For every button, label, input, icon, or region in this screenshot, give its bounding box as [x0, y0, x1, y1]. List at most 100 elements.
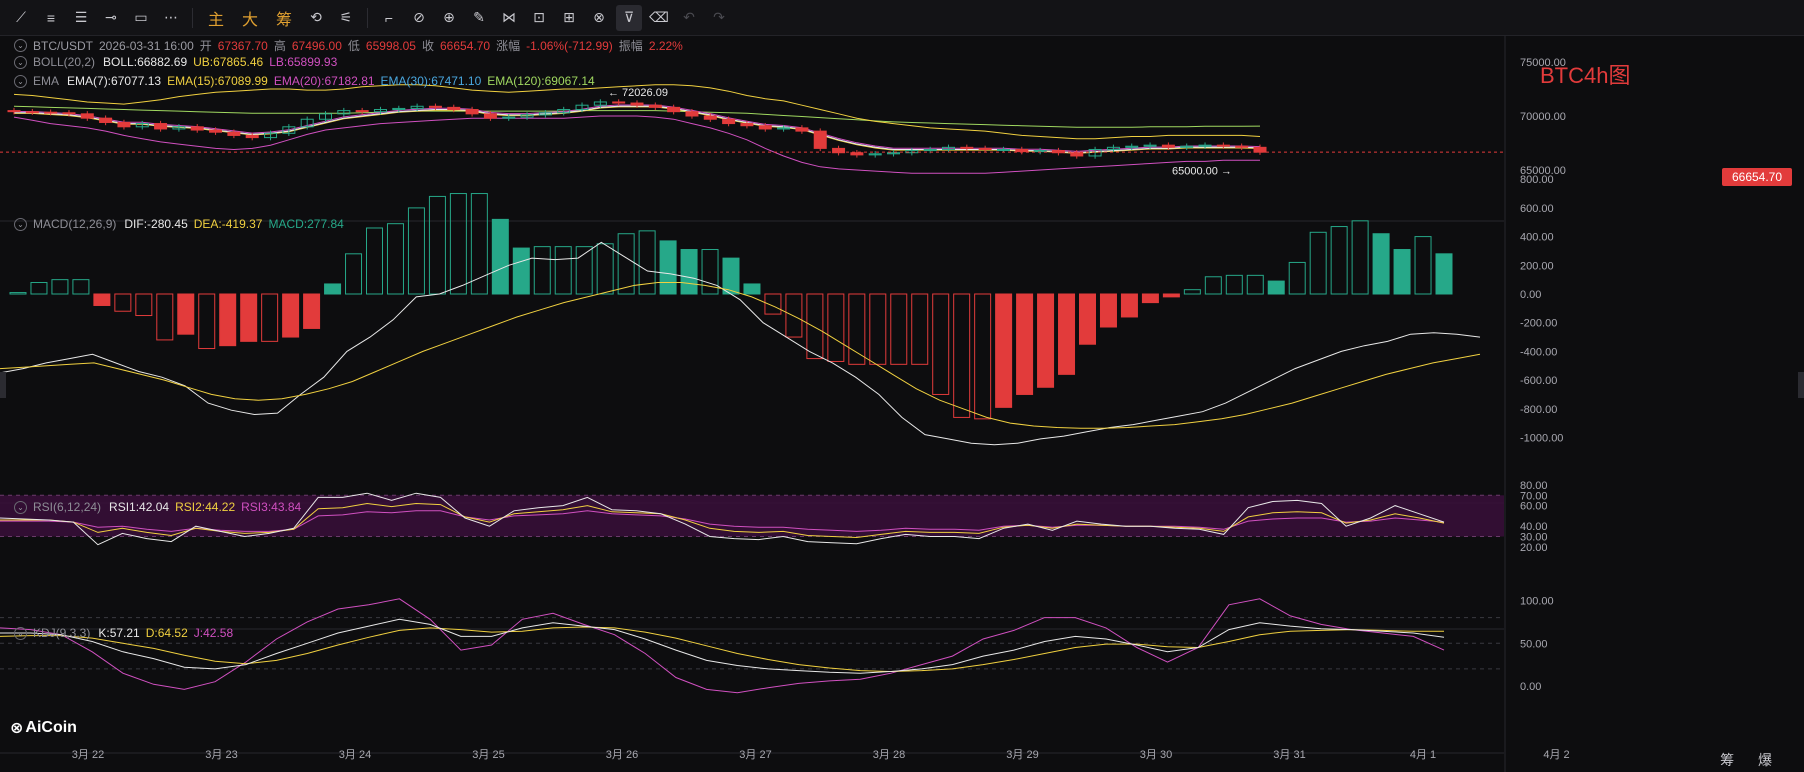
- macd-histogram-bar: [114, 293, 132, 312]
- macd-dea: DEA:-419.37: [193, 217, 263, 231]
- kdj-tick-label: 100.00: [1520, 596, 1554, 608]
- chart-toolbar: ⟋ ≡ ☰ ⊸ ▭ ⋯ 主 大 筹 ⟲ ⚟ ⌐ ⊘ ⊕ ✎ ⋈ ⊡ ⊞ ⊗ ⊽ …: [0, 0, 1804, 36]
- macd-histogram-bar: [1204, 276, 1222, 295]
- macd-histogram-bar: [1267, 280, 1285, 295]
- macd-histogram-bar: [282, 293, 300, 338]
- chart-title-tag: BTC4h图: [1540, 63, 1631, 88]
- datetime: 2026-03-31 16:00: [99, 38, 194, 53]
- x-tick-label: 3月 31: [1273, 749, 1305, 761]
- macd-histogram-bar: [680, 249, 698, 295]
- trend-line-icon[interactable]: ⟋: [16, 9, 26, 25]
- kdj-k-line: [0, 618, 1445, 674]
- boll-name[interactable]: BOLL(20,2): [33, 55, 96, 69]
- macd-histogram-bar: [995, 293, 1013, 408]
- collapse-icon[interactable]: ⌄: [14, 55, 27, 69]
- collapse-icon[interactable]: ⌄: [14, 39, 27, 52]
- left-panel-toggle[interactable]: [0, 372, 6, 398]
- macd-histogram-bar: [512, 247, 530, 295]
- x-tick-label: 3月 28: [873, 749, 905, 761]
- boll-ub: UB:67865.46: [193, 55, 264, 69]
- rsi-tick-label: 30.00: [1520, 532, 1548, 544]
- candle-body: [1106, 146, 1120, 150]
- multi-line-icon[interactable]: ≡: [46, 9, 56, 26]
- zoom-in-icon[interactable]: ⊕: [443, 9, 455, 25]
- collapse-icon[interactable]: ⌄: [14, 626, 27, 640]
- macd-histogram-bar: [135, 293, 153, 317]
- collapse-icon[interactable]: ⌄: [14, 500, 27, 514]
- collapse-icon[interactable]: ⌄: [14, 217, 27, 231]
- rsi-name[interactable]: RSI(6,12,24): [33, 500, 102, 514]
- candle-body: [832, 147, 846, 154]
- price-tick-label: 70000.00: [1520, 111, 1566, 123]
- link-icon[interactable]: ⊗: [593, 9, 605, 25]
- corner-buttons[interactable]: 筹 爆: [1720, 752, 1782, 768]
- macd-histogram-bar: [177, 293, 195, 335]
- candle-body: [1143, 144, 1157, 147]
- indicator-icon[interactable]: ⚟: [339, 9, 353, 25]
- candle-body: [593, 101, 607, 106]
- macd-histogram-bar: [974, 293, 992, 420]
- candle-body: [392, 107, 406, 111]
- collapse-icon[interactable]: ⌄: [14, 74, 27, 88]
- high-label: 高: [273, 39, 286, 53]
- macd-histogram-bar: [1309, 231, 1327, 295]
- macd-tick-label: 800.00: [1520, 174, 1554, 186]
- lock-icon[interactable]: ⊡: [533, 9, 545, 25]
- redo-icon[interactable]: ↷: [713, 9, 725, 25]
- macd-tick-label: -800.00: [1520, 404, 1557, 416]
- ema7-value: EMA(7):67077.13: [67, 74, 162, 88]
- last-price-tag: 66654.70: [1722, 168, 1792, 186]
- filter-icon[interactable]: ⊽: [616, 4, 642, 31]
- macd-histogram-bar: [51, 279, 69, 295]
- macd-histogram-bar: [1058, 293, 1076, 375]
- undo-icon[interactable]: ↶: [683, 9, 695, 25]
- brush-icon[interactable]: ✎: [473, 9, 485, 25]
- macd-histogram-bar: [806, 293, 824, 360]
- horizontal-line-icon[interactable]: ⊸: [105, 9, 117, 25]
- candle-body: [942, 146, 955, 150]
- macd-name[interactable]: MACD(12,26,9): [33, 217, 117, 231]
- high-annotation: ← 72026.09: [608, 87, 668, 99]
- sync-icon[interactable]: ⟲: [310, 9, 322, 25]
- macd-tick-label: -200.00: [1520, 318, 1557, 330]
- toolbar-divider: [192, 7, 193, 28]
- macd-histogram-bar: [1330, 226, 1348, 295]
- big-order-button[interactable]: 大: [241, 11, 258, 29]
- kdj-tick-label: 50.00: [1520, 638, 1548, 650]
- trash-icon[interactable]: ⌫: [649, 9, 669, 25]
- more-tools-icon[interactable]: ⋯: [164, 9, 178, 25]
- ema-name[interactable]: EMA: [33, 74, 60, 88]
- macd-histogram-bar: [911, 293, 929, 365]
- candle-body: [923, 148, 937, 152]
- ruler-icon[interactable]: ⊘: [413, 9, 425, 25]
- macd-histogram-bar: [9, 292, 27, 295]
- low-label: 低: [347, 39, 360, 53]
- macd-histogram-bar: [701, 249, 719, 295]
- chip-distribution-button[interactable]: 筹: [275, 11, 292, 29]
- candle-body: [740, 123, 754, 127]
- rectangle-icon[interactable]: ▭: [134, 9, 148, 25]
- macd-histogram-bar: [261, 293, 279, 342]
- candle-body: [410, 105, 424, 109]
- candle-body: [209, 129, 223, 133]
- rsi-tick-label: 20.00: [1520, 542, 1548, 554]
- macd-histogram-bar: [869, 293, 887, 365]
- main-chart-button[interactable]: 主: [207, 11, 224, 29]
- right-panel-toggle[interactable]: [1798, 372, 1804, 398]
- x-tick-label: 3月 23: [205, 749, 237, 761]
- kdj-name[interactable]: KDJ(9,3,3): [33, 626, 91, 640]
- chart-canvas[interactable]: 75000.00 70000.00 65000.00 ← 72026.09 65000.…: [0, 36, 1804, 772]
- candle-body: [1070, 152, 1084, 157]
- crop-icon[interactable]: ⌐: [384, 9, 394, 26]
- amp-label: 振幅: [618, 39, 643, 53]
- rsi-tick-label: 60.00: [1520, 501, 1548, 513]
- magnet-icon[interactable]: ⋈: [502, 9, 516, 25]
- kdj-j: J:42.58: [193, 626, 234, 640]
- candle-body: [80, 113, 94, 119]
- boll-info-row: ⌄ BOLL(20,2) BOLL:66882.69 UB:67865.46 L…: [14, 55, 339, 69]
- screenshot-icon[interactable]: ⊞: [563, 9, 575, 25]
- channel-icon[interactable]: ☰: [74, 9, 88, 25]
- candle-body: [850, 152, 864, 156]
- boll-upper-line: [13, 84, 1261, 140]
- macd-histogram-bar: [785, 293, 803, 338]
